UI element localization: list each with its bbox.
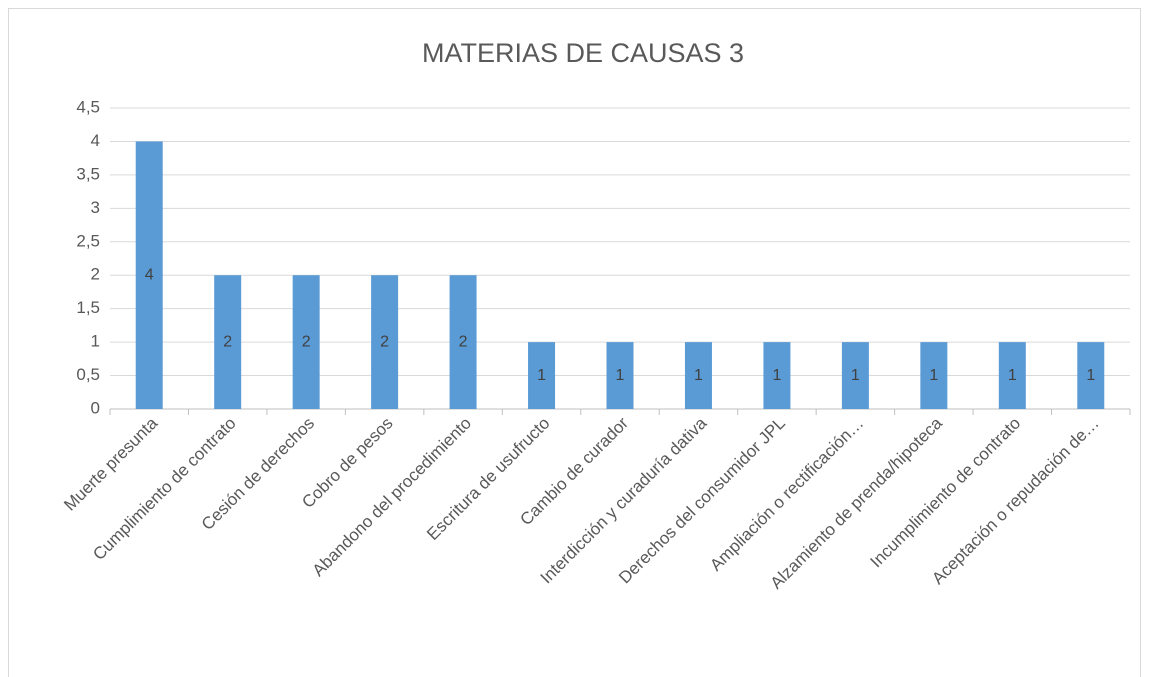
data-label: 1 — [616, 367, 625, 384]
data-label: 1 — [1086, 367, 1095, 384]
bar — [841, 342, 869, 409]
bar — [371, 275, 399, 409]
y-tick-label: 2 — [91, 265, 100, 284]
bar — [1077, 342, 1105, 409]
bar — [998, 342, 1026, 409]
data-label: 2 — [459, 333, 468, 350]
bar — [920, 342, 948, 409]
chart-frame — [8, 8, 1141, 677]
bar — [763, 342, 791, 409]
bar — [606, 342, 634, 409]
bar — [292, 275, 320, 409]
y-tick-label: 3,5 — [76, 164, 100, 183]
data-label: 1 — [537, 367, 546, 384]
chart-title: MATERIAS DE CAUSAS 3 — [422, 38, 744, 68]
y-tick-label: 2,5 — [76, 231, 100, 250]
data-label: 1 — [772, 367, 781, 384]
y-tick-label: 3 — [91, 198, 100, 217]
data-label: 2 — [302, 333, 311, 350]
data-label: 1 — [929, 367, 938, 384]
y-tick-label: 0,5 — [76, 365, 100, 384]
y-tick-label: 4,5 — [76, 97, 100, 116]
data-label: 2 — [223, 333, 232, 350]
bar — [528, 342, 556, 409]
data-label: 1 — [851, 367, 860, 384]
bar — [135, 141, 163, 409]
bar — [684, 342, 712, 409]
data-label: 1 — [1008, 367, 1017, 384]
data-label: 1 — [694, 367, 703, 384]
y-tick-label: 0 — [91, 398, 100, 417]
bar — [449, 275, 477, 409]
y-tick-label: 4 — [91, 131, 100, 150]
y-tick-label: 1 — [91, 332, 100, 351]
y-tick-label: 1,5 — [76, 298, 100, 317]
data-label: 4 — [145, 266, 154, 283]
bar — [214, 275, 242, 409]
data-label: 2 — [380, 333, 389, 350]
